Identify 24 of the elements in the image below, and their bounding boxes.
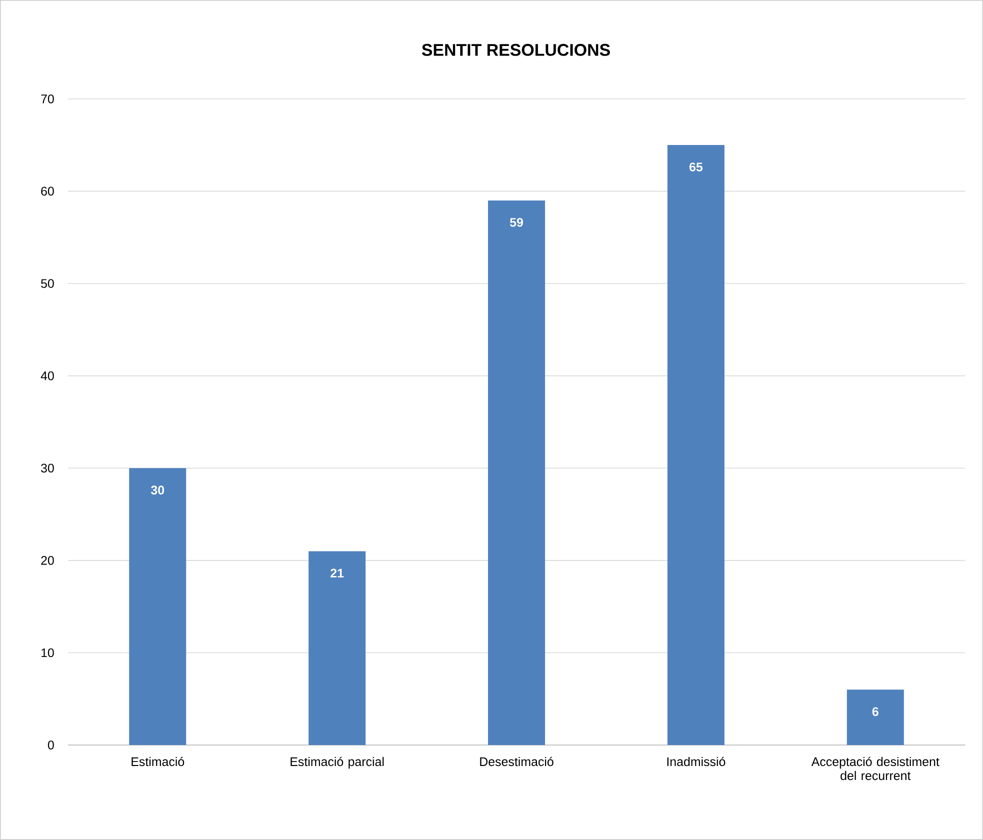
y-tick-label: 30 (41, 464, 54, 473)
x-tick-label: Estimació (132, 756, 184, 766)
data-label: 21 (330, 568, 344, 578)
bar (129, 468, 186, 746)
x-tick-label: Desestimació (480, 756, 554, 766)
y-tick-label: 40 (40, 371, 54, 380)
x-tick-label: Estimació parcial (290, 756, 384, 769)
x-tick-label: Acceptació desistiment del recurrent (811, 756, 940, 780)
data-label: 30 (150, 486, 164, 495)
chart-title: SENTIT RESOLUCIONS (422, 44, 610, 56)
data-label: 6 (872, 707, 878, 716)
y-tick-label: 50 (41, 279, 54, 288)
bar (667, 145, 724, 746)
data-label: 59 (510, 218, 523, 227)
bar (488, 200, 546, 746)
x-tick-label: Inadmissió (667, 756, 726, 766)
data-label: 65 (689, 162, 703, 172)
bar (308, 551, 366, 746)
y-tick-label: 60 (41, 186, 54, 196)
y-tick-label: 0 (48, 740, 54, 750)
y-tick-label: 20 (41, 556, 54, 565)
y-tick-label: 70 (41, 94, 54, 104)
bar (846, 690, 904, 746)
y-tick-label: 10 (41, 648, 54, 658)
